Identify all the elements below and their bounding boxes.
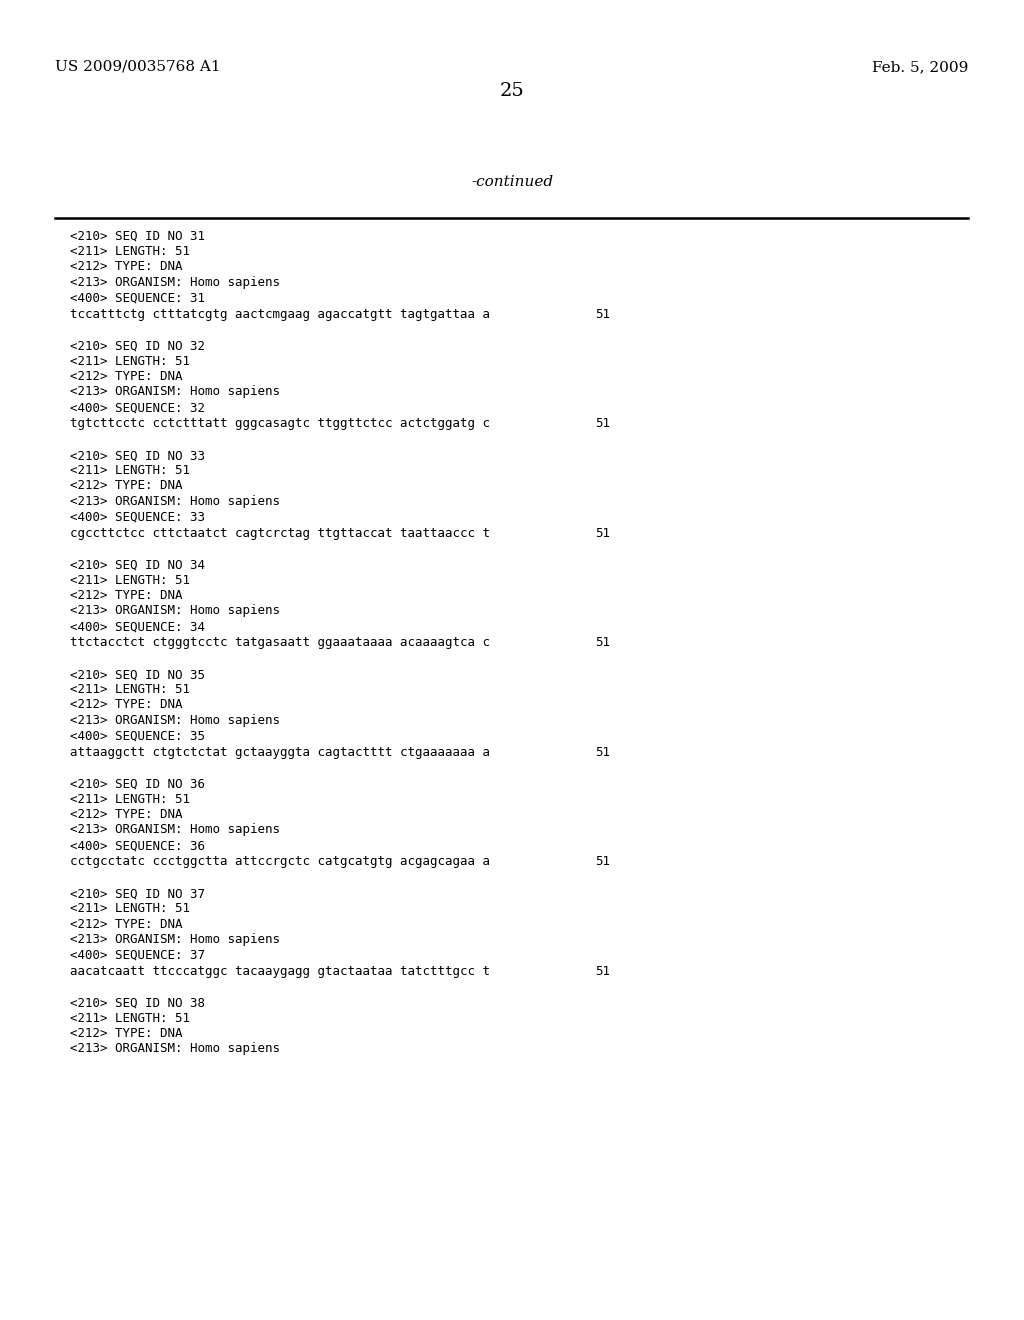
Text: <211> LENGTH: 51: <211> LENGTH: 51 xyxy=(70,793,190,805)
Text: <400> SEQUENCE: 37: <400> SEQUENCE: 37 xyxy=(70,949,205,962)
Text: <211> LENGTH: 51: <211> LENGTH: 51 xyxy=(70,1012,190,1024)
Text: <212> TYPE: DNA: <212> TYPE: DNA xyxy=(70,589,182,602)
Text: <212> TYPE: DNA: <212> TYPE: DNA xyxy=(70,479,182,492)
Text: <400> SEQUENCE: 31: <400> SEQUENCE: 31 xyxy=(70,292,205,305)
Text: <400> SEQUENCE: 36: <400> SEQUENCE: 36 xyxy=(70,840,205,853)
Text: cctgcctatc ccctggctta attccrgctc catgcatgtg acgagcagaa a: cctgcctatc ccctggctta attccrgctc catgcat… xyxy=(70,855,490,869)
Text: <213> ORGANISM: Homo sapiens: <213> ORGANISM: Homo sapiens xyxy=(70,824,280,836)
Text: <212> TYPE: DNA: <212> TYPE: DNA xyxy=(70,370,182,383)
Text: <210> SEQ ID NO 38: <210> SEQ ID NO 38 xyxy=(70,997,205,1010)
Text: <210> SEQ ID NO 31: <210> SEQ ID NO 31 xyxy=(70,230,205,243)
Text: <213> ORGANISM: Homo sapiens: <213> ORGANISM: Homo sapiens xyxy=(70,276,280,289)
Text: 25: 25 xyxy=(500,82,524,100)
Text: <213> ORGANISM: Homo sapiens: <213> ORGANISM: Homo sapiens xyxy=(70,714,280,727)
Text: <210> SEQ ID NO 34: <210> SEQ ID NO 34 xyxy=(70,558,205,572)
Text: <211> LENGTH: 51: <211> LENGTH: 51 xyxy=(70,684,190,696)
Text: 51: 51 xyxy=(595,746,610,759)
Text: <213> ORGANISM: Homo sapiens: <213> ORGANISM: Homo sapiens xyxy=(70,495,280,508)
Text: cgccttctcc cttctaatct cagtcrctag ttgttaccat taattaaccc t: cgccttctcc cttctaatct cagtcrctag ttgttac… xyxy=(70,527,490,540)
Text: <211> LENGTH: 51: <211> LENGTH: 51 xyxy=(70,246,190,259)
Text: <400> SEQUENCE: 35: <400> SEQUENCE: 35 xyxy=(70,730,205,743)
Text: <400> SEQUENCE: 32: <400> SEQUENCE: 32 xyxy=(70,401,205,414)
Text: attaaggctt ctgtctctat gctaayggta cagtactttt ctgaaaaaaa a: attaaggctt ctgtctctat gctaayggta cagtact… xyxy=(70,746,490,759)
Text: <210> SEQ ID NO 36: <210> SEQ ID NO 36 xyxy=(70,777,205,791)
Text: <210> SEQ ID NO 32: <210> SEQ ID NO 32 xyxy=(70,339,205,352)
Text: <211> LENGTH: 51: <211> LENGTH: 51 xyxy=(70,903,190,915)
Text: 51: 51 xyxy=(595,417,610,430)
Text: <212> TYPE: DNA: <212> TYPE: DNA xyxy=(70,808,182,821)
Text: US 2009/0035768 A1: US 2009/0035768 A1 xyxy=(55,59,220,74)
Text: <210> SEQ ID NO 37: <210> SEQ ID NO 37 xyxy=(70,887,205,900)
Text: 51: 51 xyxy=(595,636,610,649)
Text: 51: 51 xyxy=(595,855,610,869)
Text: <212> TYPE: DNA: <212> TYPE: DNA xyxy=(70,917,182,931)
Text: 51: 51 xyxy=(595,308,610,321)
Text: <210> SEQ ID NO 35: <210> SEQ ID NO 35 xyxy=(70,668,205,681)
Text: tgtcttcctc cctctttatt gggcasagtc ttggttctcc actctggatg c: tgtcttcctc cctctttatt gggcasagtc ttggttc… xyxy=(70,417,490,430)
Text: <212> TYPE: DNA: <212> TYPE: DNA xyxy=(70,1027,182,1040)
Text: <212> TYPE: DNA: <212> TYPE: DNA xyxy=(70,698,182,711)
Text: -continued: -continued xyxy=(471,176,553,189)
Text: ttctacctct ctgggtcctc tatgasaatt ggaaataaaa acaaaagtca c: ttctacctct ctgggtcctc tatgasaatt ggaaata… xyxy=(70,636,490,649)
Text: <210> SEQ ID NO 33: <210> SEQ ID NO 33 xyxy=(70,449,205,462)
Text: <213> ORGANISM: Homo sapiens: <213> ORGANISM: Homo sapiens xyxy=(70,385,280,399)
Text: <213> ORGANISM: Homo sapiens: <213> ORGANISM: Homo sapiens xyxy=(70,1043,280,1055)
Text: <213> ORGANISM: Homo sapiens: <213> ORGANISM: Homo sapiens xyxy=(70,933,280,945)
Text: <213> ORGANISM: Homo sapiens: <213> ORGANISM: Homo sapiens xyxy=(70,605,280,618)
Text: 51: 51 xyxy=(595,965,610,978)
Text: <211> LENGTH: 51: <211> LENGTH: 51 xyxy=(70,355,190,368)
Text: <400> SEQUENCE: 33: <400> SEQUENCE: 33 xyxy=(70,511,205,524)
Text: Feb. 5, 2009: Feb. 5, 2009 xyxy=(871,59,968,74)
Text: <212> TYPE: DNA: <212> TYPE: DNA xyxy=(70,260,182,273)
Text: <400> SEQUENCE: 34: <400> SEQUENCE: 34 xyxy=(70,620,205,634)
Text: <211> LENGTH: 51: <211> LENGTH: 51 xyxy=(70,465,190,478)
Text: tccatttctg ctttatcgtg aactcmgaag agaccatgtt tagtgattaa a: tccatttctg ctttatcgtg aactcmgaag agaccat… xyxy=(70,308,490,321)
Text: <211> LENGTH: 51: <211> LENGTH: 51 xyxy=(70,574,190,587)
Text: 51: 51 xyxy=(595,527,610,540)
Text: aacatcaatt ttcccatggc tacaaygagg gtactaataa tatctttgcc t: aacatcaatt ttcccatggc tacaaygagg gtactaa… xyxy=(70,965,490,978)
